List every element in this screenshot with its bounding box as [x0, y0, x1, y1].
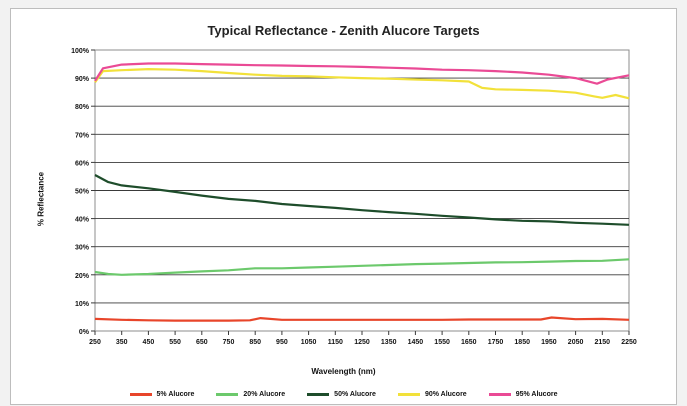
x-tick-label: 950	[276, 339, 288, 346]
y-tick-label: 80%	[75, 104, 90, 111]
series-line	[94, 316, 630, 322]
x-tick-label: 1850	[514, 339, 530, 346]
chart-frame: Typical Reflectance - Zenith Alucore Tar…	[10, 8, 677, 405]
x-tick-label: 850	[249, 339, 261, 346]
y-tick-label: 60%	[75, 160, 90, 167]
legend-swatch	[129, 393, 152, 396]
legend-swatch	[216, 393, 239, 396]
y-tick-label: 30%	[75, 245, 90, 252]
x-tick-label: 550	[169, 339, 181, 346]
series-line	[94, 67, 630, 100]
y-tick-label: 10%	[75, 301, 90, 308]
x-tick-label: 2050	[568, 339, 584, 346]
x-tick-label: 450	[143, 339, 155, 346]
legend-label: 20% Alucore	[243, 391, 286, 398]
y-tick-label: 0%	[79, 329, 90, 336]
y-tick-label: 40%	[75, 217, 90, 224]
x-tick-label: 2150	[595, 339, 611, 346]
series-line	[94, 258, 630, 276]
chart-title: Typical Reflectance - Zenith Alucore Tar…	[207, 23, 480, 38]
legend-swatch	[397, 393, 420, 396]
y-tick-label: 70%	[75, 132, 90, 139]
x-tick-label: 1150	[328, 339, 343, 346]
x-tick-label: 650	[196, 339, 208, 346]
legend-label: 95% Alucore	[515, 391, 558, 398]
legend-item: 5% Alucore	[129, 391, 195, 398]
x-axis-label: Wavelength (nm)	[311, 367, 376, 376]
x-tick-label: 1250	[354, 339, 370, 346]
x-tick-label: 1050	[301, 339, 317, 346]
legend-item: 20% Alucore	[216, 391, 285, 398]
legend-swatch	[488, 393, 511, 396]
legend-item: 95% Alucore	[488, 391, 558, 398]
y-tick-label: 20%	[75, 273, 90, 280]
y-tick-label: 90%	[75, 76, 90, 83]
x-tick-label: 750	[223, 339, 235, 346]
x-tick-label: 1550	[434, 339, 450, 346]
legend-item: 90% Alucore	[397, 391, 467, 398]
legend-item: 50% Alucore	[307, 391, 376, 398]
x-tick-label: 250	[89, 339, 101, 346]
x-tick-label: 1750	[488, 339, 504, 346]
series-line	[94, 62, 630, 85]
x-tick-label: 1950	[541, 339, 557, 346]
x-tick-label: 1450	[408, 339, 424, 346]
legend-label: 5% Alucore	[156, 391, 195, 398]
x-tick-label: 2250	[621, 339, 637, 346]
legend-label: 50% Alucore	[334, 391, 376, 398]
x-tick-label: 1650	[461, 339, 477, 346]
legend: 5% Alucore 20% Alucore 50% Alucore 90% Aluc…	[11, 391, 676, 398]
y-tick-label: 100%	[71, 48, 90, 55]
y-tick-label: 50%	[75, 189, 90, 196]
legend-label: 90% Alucore	[424, 391, 467, 398]
x-tick-label: 350	[116, 339, 128, 346]
series-line	[94, 174, 630, 226]
x-tick-label: 1350	[381, 339, 397, 346]
legend-swatch	[307, 393, 330, 396]
chart-plot: 0% 10% 20% 30% 40% 50% 60% 70% 80% 90% 100% 250 350 4…	[71, 48, 637, 346]
